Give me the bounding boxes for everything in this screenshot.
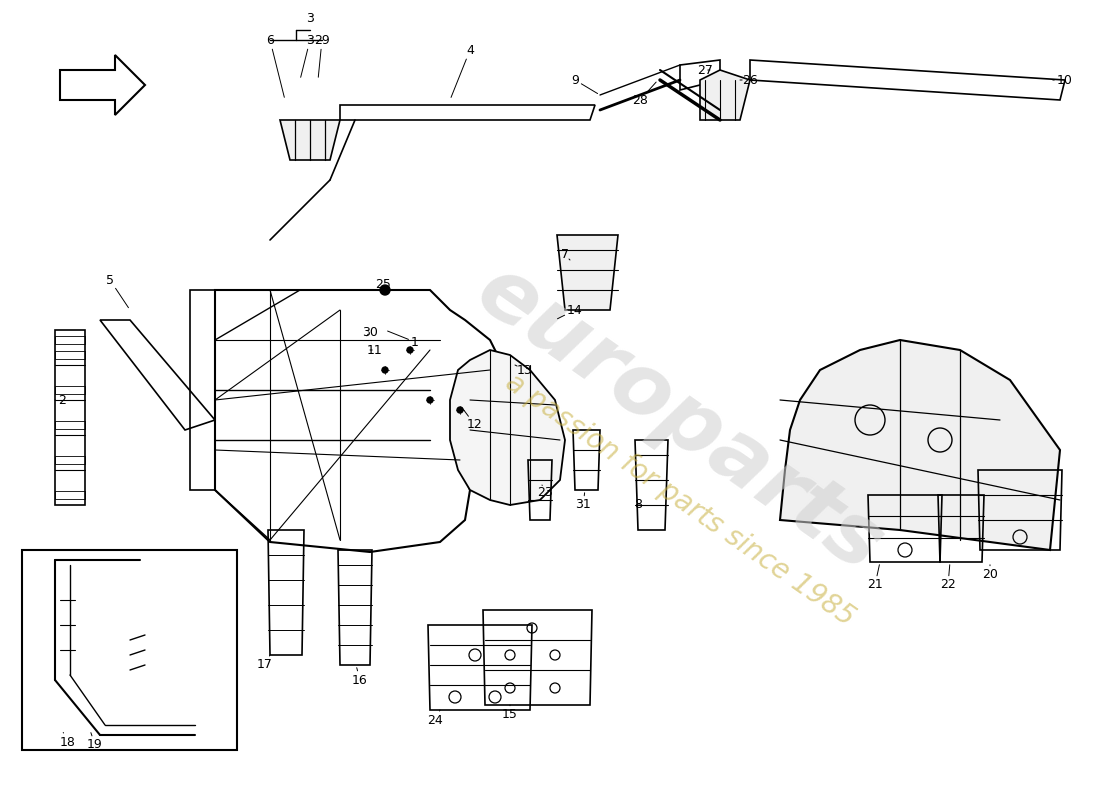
Polygon shape	[280, 120, 340, 160]
Text: 7: 7	[561, 249, 570, 262]
Text: a passion for parts since 1985: a passion for parts since 1985	[500, 368, 860, 632]
Text: 10: 10	[1053, 74, 1072, 86]
Circle shape	[407, 347, 412, 353]
Text: 11: 11	[367, 343, 383, 357]
Text: 27: 27	[697, 63, 713, 77]
Text: 30: 30	[362, 326, 378, 338]
Text: 22: 22	[940, 565, 956, 591]
Text: 1: 1	[387, 331, 419, 349]
Circle shape	[427, 397, 433, 403]
Text: 6: 6	[266, 34, 284, 98]
Text: 5: 5	[106, 274, 129, 308]
Text: 16: 16	[352, 668, 367, 686]
Circle shape	[382, 367, 388, 373]
Polygon shape	[700, 70, 750, 120]
Text: 26: 26	[740, 74, 758, 86]
Text: 9: 9	[571, 74, 597, 94]
Circle shape	[379, 285, 390, 295]
Circle shape	[456, 407, 463, 413]
Polygon shape	[450, 350, 565, 505]
Text: 31: 31	[575, 493, 591, 511]
Text: 3: 3	[300, 34, 313, 78]
FancyBboxPatch shape	[22, 550, 236, 750]
Text: 4: 4	[451, 43, 474, 98]
Text: 19: 19	[87, 733, 103, 751]
Text: 17: 17	[257, 655, 273, 671]
Text: 20: 20	[982, 565, 998, 582]
Text: 12: 12	[462, 407, 483, 431]
Text: 28: 28	[632, 82, 656, 106]
Text: 8: 8	[634, 498, 642, 511]
Text: 23: 23	[537, 485, 553, 498]
Text: 18: 18	[60, 733, 76, 749]
Text: 14: 14	[558, 303, 583, 318]
Text: 29: 29	[315, 34, 330, 78]
Text: 2: 2	[55, 394, 66, 406]
Polygon shape	[780, 340, 1060, 550]
Text: europarts: europarts	[461, 250, 899, 590]
Polygon shape	[557, 235, 618, 310]
Text: 13: 13	[515, 363, 532, 377]
Text: 15: 15	[502, 705, 518, 722]
Polygon shape	[60, 55, 145, 115]
Text: 24: 24	[427, 710, 443, 726]
Text: 3: 3	[306, 12, 313, 25]
Text: 21: 21	[867, 565, 883, 591]
Text: 25: 25	[375, 278, 390, 290]
